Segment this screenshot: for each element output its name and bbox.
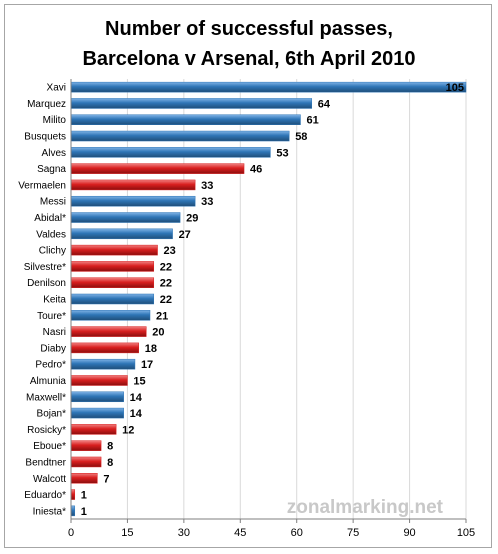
value-label: 18 xyxy=(145,343,157,355)
category-label: Maxwell* xyxy=(26,392,66,403)
category-label: Eduardo* xyxy=(24,490,66,501)
value-label: 29 xyxy=(186,213,198,225)
bar-milito xyxy=(70,114,301,125)
category-label: Vermaelen xyxy=(18,180,66,191)
bar-xavi xyxy=(70,81,467,93)
value-label: 46 xyxy=(250,164,262,176)
category-label: Denilson xyxy=(27,278,66,289)
category-label: Marquez xyxy=(27,99,66,110)
x-tick-label: 75 xyxy=(347,527,359,539)
bar-silvestre xyxy=(70,261,155,272)
bar-denilson xyxy=(70,277,155,288)
bar-alves xyxy=(70,147,271,158)
x-tick-label: 60 xyxy=(291,527,303,539)
x-axis: 0 15 30 45 60 75 90 105 Xavi Marquez Milito Busquet… xyxy=(18,79,475,539)
value-label: 1 xyxy=(81,490,87,502)
bar-eboue xyxy=(70,440,102,451)
value-label: 33 xyxy=(201,196,213,208)
bar-abidal xyxy=(70,212,181,223)
chart-frame: Number of successful passes, Barcelona v… xyxy=(4,4,492,548)
value-label: 105 xyxy=(446,82,464,94)
bar-clichy xyxy=(70,244,158,256)
value-label: 22 xyxy=(160,294,172,306)
value-label: 12 xyxy=(122,424,134,436)
value-label: 64 xyxy=(318,98,331,110)
value-label: 61 xyxy=(306,115,318,127)
bar-almunia xyxy=(70,375,128,386)
value-label: 22 xyxy=(160,278,172,290)
value-label: 21 xyxy=(156,310,168,322)
value-label: 20 xyxy=(152,327,164,339)
value-label: 8 xyxy=(107,457,113,469)
value-label: 23 xyxy=(164,245,176,257)
value-label: 53 xyxy=(276,147,288,159)
category-label: Toure* xyxy=(37,311,66,322)
category-label: Messi xyxy=(40,197,66,208)
chart-title-line-1: Number of successful passes, xyxy=(105,18,393,40)
x-tick-label: 90 xyxy=(403,527,415,539)
bar-toure xyxy=(70,310,151,321)
category-label: Clichy xyxy=(39,246,66,257)
bar-bendtner xyxy=(70,456,102,468)
bar-bojan xyxy=(70,407,124,419)
category-label: Bendtner xyxy=(25,457,66,468)
category-label: Xavi xyxy=(47,83,66,94)
chart-title-line-2: Barcelona v Arsenal, 6th April 2010 xyxy=(82,48,415,70)
category-label: Almunia xyxy=(30,376,67,387)
category-label: Valdes xyxy=(36,229,66,240)
passes-bar-chart: Number of successful passes, Barcelona v… xyxy=(18,18,475,539)
value-label: 1 xyxy=(81,506,87,518)
category-label: Walcott xyxy=(33,474,66,485)
watermark: zonalmarking.net xyxy=(287,497,444,518)
value-label: 58 xyxy=(295,131,307,143)
value-label: 33 xyxy=(201,180,213,192)
x-tick-label: 0 xyxy=(68,527,74,539)
x-tick-label: 105 xyxy=(457,527,475,539)
category-label: Busquets xyxy=(24,132,66,143)
category-label: Silvestre* xyxy=(24,262,66,273)
bar-diaby xyxy=(70,342,139,354)
value-label: 15 xyxy=(133,375,145,387)
value-label: 22 xyxy=(160,261,172,273)
category-label: Iniesta* xyxy=(33,506,66,517)
category-label: Bojan* xyxy=(37,409,67,420)
x-tick-label: 45 xyxy=(234,527,246,539)
bar-rosicky xyxy=(70,424,117,435)
value-label: 17 xyxy=(141,359,153,371)
x-tick-label: 30 xyxy=(178,527,190,539)
category-label: Abidal* xyxy=(34,213,66,224)
bar-maxwell xyxy=(70,391,124,403)
category-label: Eboue* xyxy=(33,441,66,452)
x-tick-label: 15 xyxy=(121,527,133,539)
bar-vermaelen xyxy=(70,179,196,191)
bar-valdes xyxy=(70,228,173,240)
category-label: Sagna xyxy=(37,164,66,175)
category-label: Alves xyxy=(42,148,66,159)
bar-marquez xyxy=(70,98,313,109)
category-label: Diaby xyxy=(40,343,66,354)
bars: 1056461585346333329272322222221201817151… xyxy=(70,81,467,518)
value-label: 7 xyxy=(103,473,109,485)
bar-iniesta xyxy=(70,505,76,517)
bar-keita xyxy=(70,293,155,305)
category-label: Keita xyxy=(43,295,66,306)
bar-sagna xyxy=(70,163,245,174)
category-label: Milito xyxy=(43,115,67,126)
bar-eduardo xyxy=(70,489,76,500)
bar-messi xyxy=(70,195,196,207)
value-label: 14 xyxy=(130,408,143,420)
bar-busquets xyxy=(70,130,290,142)
value-label: 14 xyxy=(130,392,143,404)
category-label: Pedro* xyxy=(35,360,66,371)
bar-nasri xyxy=(70,326,147,337)
category-label: Nasri xyxy=(43,327,66,338)
value-label: 27 xyxy=(179,229,191,241)
bar-pedro xyxy=(70,358,136,370)
bar-walcott xyxy=(70,473,98,484)
value-label: 8 xyxy=(107,441,113,453)
category-label: Rosicky* xyxy=(27,425,66,436)
